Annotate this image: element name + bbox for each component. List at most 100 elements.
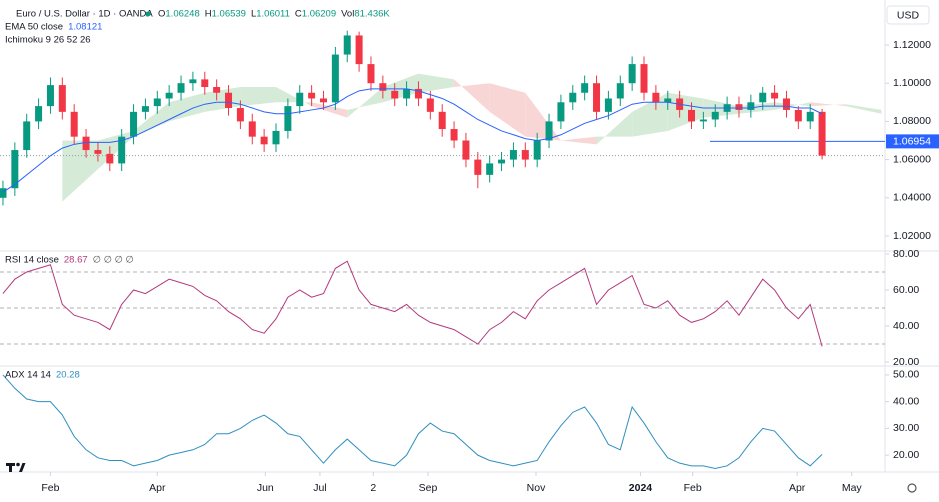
candle-body [450, 129, 458, 141]
legend-text: 1.06539 [212, 9, 246, 20]
candle-body [640, 64, 648, 93]
x-tick-label: 2024 [629, 482, 653, 494]
y-tick-label: 40.00 [893, 395, 919, 407]
candle-body [343, 35, 351, 55]
x-tick-label: Feb [41, 482, 59, 494]
candle-body [367, 64, 375, 84]
candle-body [118, 136, 126, 164]
candle-body [177, 83, 185, 93]
y-tick-label: 40.00 [893, 320, 919, 332]
candle-body [581, 83, 589, 93]
price-line-label: 1.06954 [893, 136, 931, 148]
candle-body [664, 98, 672, 103]
y-tick-label: 20.00 [893, 449, 919, 461]
candle-body [106, 153, 114, 164]
y-tick-label: 80.00 [893, 248, 919, 260]
candle-body [379, 83, 387, 91]
legend-text: Vol [341, 9, 354, 20]
candle-body [545, 121, 553, 141]
ichimoku-cloud [311, 102, 348, 118]
legend-text: L [251, 9, 256, 20]
ichimoku-cloud [169, 92, 205, 122]
x-tick-label: Feb [684, 482, 702, 494]
candle-body [308, 92, 316, 99]
candle-body [189, 79, 197, 84]
candle-body [165, 92, 173, 99]
settings-button[interactable] [907, 483, 917, 493]
candle-body [141, 106, 149, 112]
ema-line [2, 88, 823, 193]
candle-body [70, 111, 78, 137]
y-tick-label: 60.00 [893, 284, 919, 296]
candle-body [213, 87, 221, 93]
legend-text: ∅ ∅ ∅ ∅ [93, 255, 134, 266]
candle-body [771, 92, 779, 99]
legend-text: 1.06209 [302, 9, 336, 20]
y-tick-label: 20.00 [893, 356, 919, 368]
x-tick-label: Apr [149, 482, 166, 494]
ichimoku-cloud [525, 92, 561, 141]
x-tick-label: Nov [527, 482, 546, 494]
candle-body [94, 150, 102, 154]
x-tick-label: Jul [313, 482, 326, 494]
candle-body [403, 88, 411, 99]
candle-body [818, 111, 826, 156]
candle-body [225, 92, 233, 109]
legend-text: Ichimoku 9 26 52 26 [5, 35, 91, 46]
y-tick-label: 1.02000 [893, 230, 931, 242]
candle-body [82, 136, 90, 151]
ichimoku-cloud [133, 102, 170, 137]
x-tick-label: Apr [789, 482, 806, 494]
legend-text: 1.06248 [165, 9, 199, 20]
y-tick-label: 1.12000 [893, 39, 931, 51]
candle-body [509, 150, 517, 160]
ichimoku-cloud [454, 79, 490, 112]
tradingview-logo [6, 462, 26, 472]
legend-text: 28.67 [64, 255, 88, 266]
currency: USD [897, 9, 920, 21]
candle-body [782, 98, 790, 110]
candle-body [533, 140, 541, 160]
candle-body [711, 111, 719, 120]
candle-body [414, 88, 422, 99]
x-tick-label: Sep [419, 482, 438, 494]
candle-body [201, 79, 209, 88]
x-tick-label: May [842, 482, 863, 494]
currency-button[interactable] [886, 5, 930, 25]
candle-body [747, 102, 755, 110]
candle-body [236, 108, 244, 122]
candle-body [284, 106, 292, 131]
candle-body [498, 159, 506, 164]
legend-text: EMA 50 close [5, 22, 63, 33]
candle-body [628, 64, 636, 84]
y-tick-label: 1.10000 [893, 77, 931, 89]
candle-body [699, 119, 707, 122]
candle-body [0, 188, 7, 198]
legend-text: ADX 14 14 [5, 370, 51, 381]
y-tick-label: 50.00 [893, 369, 919, 381]
ichimoku-cloud [810, 102, 846, 107]
candle-body [331, 54, 339, 103]
legend-text: 1.08121 [68, 22, 102, 33]
candle-body [11, 150, 19, 189]
candle-body [58, 85, 66, 112]
legend-text: Euro / U.S. Dollar · 1D · OANDA [16, 9, 153, 20]
legend-text: RSI 14 close [5, 255, 59, 266]
candle-body [296, 92, 304, 107]
legend-text: C [295, 9, 302, 20]
candle-body [806, 111, 814, 122]
logo-part [6, 463, 15, 472]
legend-text: 1.06011 [256, 9, 290, 20]
overlay: 1.02000 1.04000 1.06000 1.08000 1.10000 1.120… [5, 9, 939, 494]
candle-body [248, 121, 256, 137]
x-tick-label: 2 [370, 482, 376, 494]
candle-body [462, 140, 470, 160]
logo-part [16, 462, 20, 467]
market-status-dot [145, 11, 151, 17]
candle-body [35, 106, 43, 122]
price-line-label-box [886, 134, 939, 149]
legend-text: 20.28 [56, 370, 80, 381]
candle-body [260, 136, 268, 145]
